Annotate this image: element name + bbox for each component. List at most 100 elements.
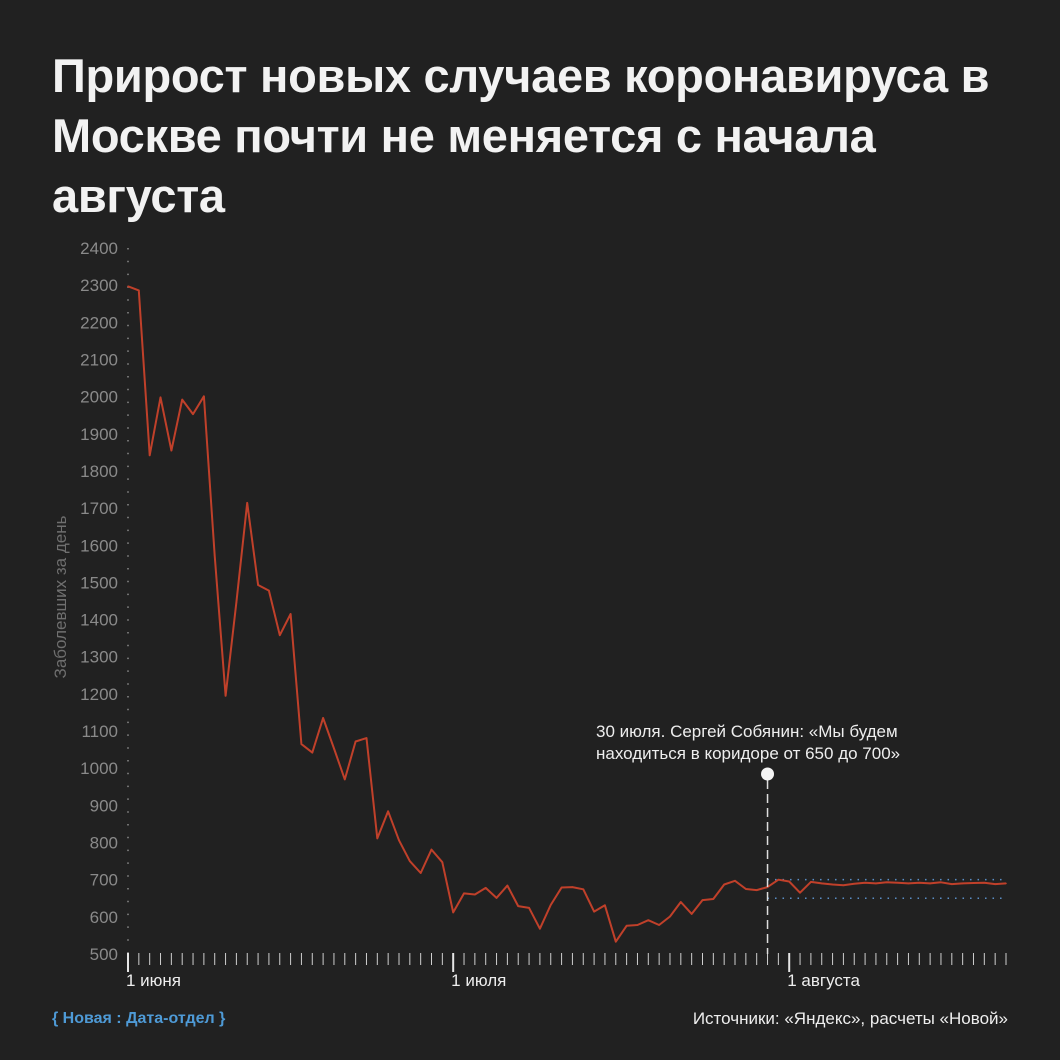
data-point	[842, 884, 845, 887]
y-tick-label: 1500	[80, 573, 118, 592]
data-point	[604, 904, 606, 907]
chart-title: Прирост новых случаев коронавируса в Мос…	[52, 49, 990, 222]
data-point	[875, 882, 877, 885]
y-tick-label: 1600	[80, 536, 118, 555]
y-tick-label: 1800	[80, 462, 118, 481]
data-point	[311, 751, 314, 754]
y-tick-label: 1400	[80, 611, 118, 630]
data-point	[506, 884, 509, 887]
data-point	[203, 395, 205, 398]
data-point	[961, 882, 964, 885]
data-point	[354, 740, 357, 743]
data-point	[972, 882, 975, 884]
data-point	[831, 883, 834, 886]
data-point	[571, 886, 574, 888]
data-point	[983, 881, 986, 884]
data-point	[463, 892, 465, 895]
x-tick-label: 1 августа	[787, 971, 860, 990]
data-point	[940, 881, 942, 884]
y-tick-label: 1700	[80, 499, 118, 518]
data-point	[799, 891, 801, 894]
data-point	[517, 905, 519, 907]
y-tick-label: 1000	[80, 759, 118, 778]
data-point	[409, 860, 411, 862]
data-point	[1005, 882, 1007, 885]
data-point	[560, 886, 563, 889]
data-point	[213, 554, 216, 557]
data-point	[138, 289, 140, 292]
data-point	[636, 924, 639, 926]
data-point	[918, 881, 921, 884]
data-point	[929, 882, 931, 885]
y-tick-label: 1200	[80, 685, 118, 704]
y-tick-label: 2300	[80, 276, 118, 295]
data-point	[853, 883, 855, 885]
x-tick-label: 1 июня	[126, 971, 181, 990]
data-point	[257, 584, 259, 586]
y-tick-label: 2400	[80, 239, 118, 258]
source-note: Источники: «Яндекс», расчеты «Новой»	[692, 1009, 1008, 1028]
y-tick-label: 2200	[80, 313, 118, 332]
y-tick-label: 700	[90, 871, 118, 890]
data-point	[658, 924, 660, 926]
data-point	[549, 904, 552, 906]
data-point	[745, 888, 747, 890]
data-point	[430, 848, 433, 851]
data-point	[398, 839, 400, 842]
y-axis-label: Заболевших за день	[51, 515, 70, 678]
data-point	[669, 915, 671, 918]
data-point	[181, 398, 183, 401]
data-point	[777, 878, 780, 881]
data-point	[333, 747, 335, 750]
data-point	[148, 454, 151, 457]
annotation-marker	[761, 767, 775, 781]
x-tick-label: 1 июля	[451, 971, 506, 990]
data-point	[224, 695, 227, 697]
y-axis: 500 600 700 800 900 1000 1100 1200 1300 1400 1500 1…	[80, 239, 129, 964]
data-points	[127, 285, 1007, 943]
y-tick-label: 2000	[80, 388, 118, 407]
data-point	[365, 737, 368, 739]
data-point	[647, 919, 650, 921]
data-point	[864, 881, 866, 884]
data-point	[268, 589, 270, 592]
annotation: 30 июля. Сергей Собянин: «Мы будем находи…	[596, 722, 900, 954]
data-point	[528, 907, 530, 909]
data-point	[170, 449, 173, 452]
data-point	[896, 881, 899, 884]
data-point	[387, 810, 389, 813]
data-point	[474, 893, 476, 896]
data-point	[755, 889, 758, 891]
data-point	[419, 872, 422, 874]
data-point	[907, 882, 910, 885]
data-point	[886, 881, 888, 884]
x-axis: 1 июня 1 июля 1 августа	[126, 953, 1007, 990]
data-point	[322, 717, 324, 719]
data-point	[246, 502, 248, 504]
data-point	[734, 880, 736, 882]
brand-logo: { Новая : Дата-отдел }	[52, 1010, 226, 1027]
data-point	[159, 396, 162, 399]
y-tick-label: 800	[90, 834, 118, 853]
data-point	[376, 837, 379, 840]
data-point	[690, 913, 693, 915]
data-point	[192, 413, 194, 415]
data-point	[289, 613, 292, 615]
data-point	[951, 883, 953, 885]
y-tick-label: 900	[90, 796, 118, 815]
data-point	[127, 285, 129, 288]
data-point	[300, 743, 303, 745]
data-point	[441, 861, 444, 863]
data-point	[788, 880, 790, 883]
y-tick-label: 500	[90, 945, 118, 964]
data-point	[712, 898, 715, 900]
data-point	[452, 911, 455, 914]
data-point	[495, 897, 498, 899]
data-point	[701, 899, 704, 901]
data-point	[625, 925, 628, 927]
data-point	[723, 883, 725, 886]
y-tick-label: 1100	[81, 722, 118, 741]
annotation-text: находиться в коридоре от 650 до 700»	[596, 744, 900, 763]
data-point	[593, 910, 595, 913]
